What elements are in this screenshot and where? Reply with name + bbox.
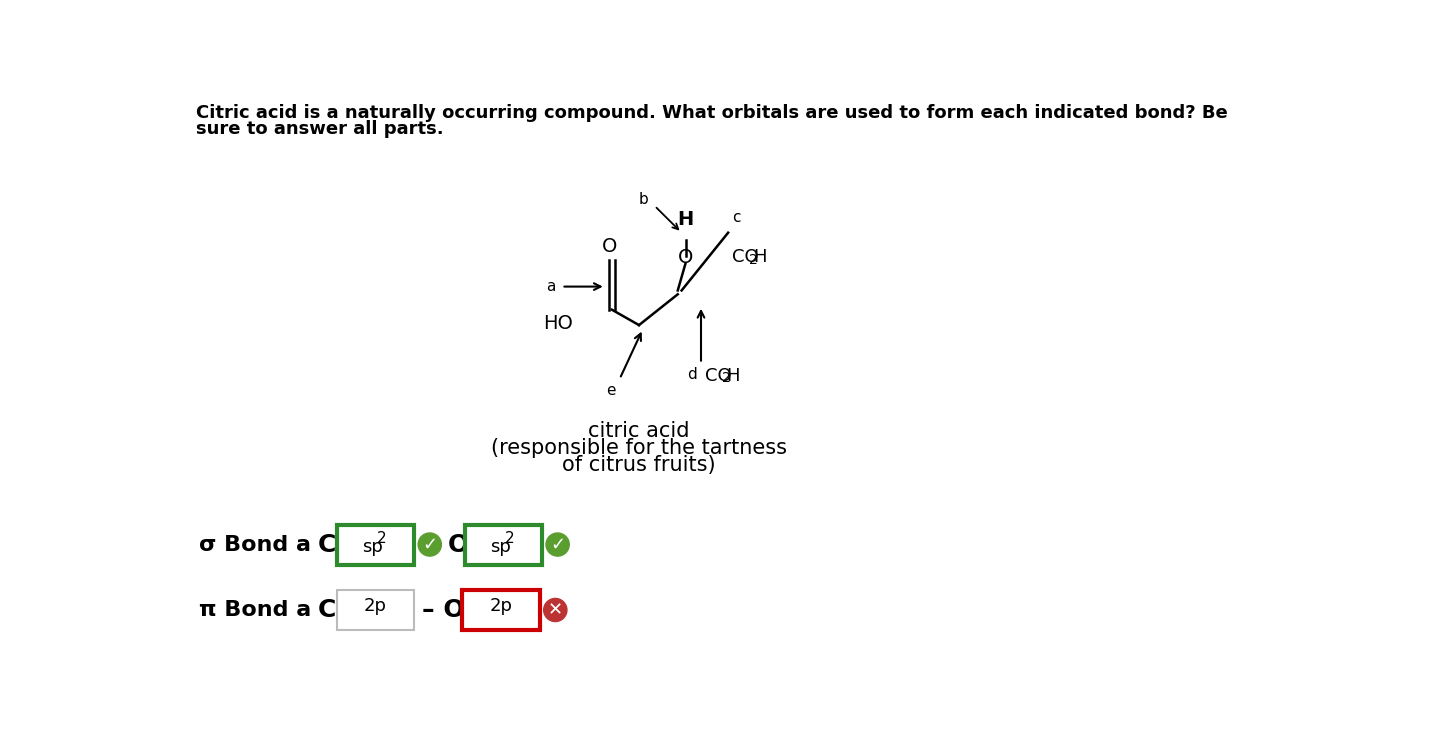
FancyBboxPatch shape: [337, 590, 414, 630]
Text: O: O: [678, 248, 694, 267]
Text: (responsible for the tartness: (responsible for the tartness: [491, 438, 787, 458]
Text: σ Bond a: σ Bond a: [199, 535, 311, 554]
Circle shape: [544, 599, 567, 622]
Text: – O: – O: [422, 598, 465, 622]
Text: e: e: [606, 383, 615, 398]
Text: a: a: [545, 279, 555, 294]
Text: 2p: 2p: [364, 597, 387, 615]
Circle shape: [547, 533, 570, 556]
Text: b: b: [638, 192, 648, 207]
Text: sp: sp: [362, 538, 382, 556]
Text: sure to answer all parts.: sure to answer all parts.: [196, 120, 443, 138]
Text: C: C: [317, 532, 336, 556]
Text: CO: CO: [731, 248, 759, 266]
Text: O: O: [602, 237, 618, 256]
Text: H: H: [727, 368, 740, 386]
Text: 2p: 2p: [490, 597, 513, 615]
Text: HO: HO: [544, 314, 573, 333]
Text: H: H: [678, 210, 694, 229]
Text: 2: 2: [377, 531, 387, 546]
Text: ✓: ✓: [422, 535, 438, 553]
Text: H: H: [753, 248, 768, 266]
Text: Citric acid is a naturally occurring compound. What orbitals are used to form ea: Citric acid is a naturally occurring com…: [196, 104, 1227, 122]
Text: O: O: [448, 532, 468, 556]
Text: 2: 2: [723, 371, 731, 384]
Text: 2: 2: [505, 531, 515, 546]
FancyBboxPatch shape: [337, 525, 414, 565]
Circle shape: [419, 533, 442, 556]
Text: d: d: [688, 368, 696, 383]
Text: sp: sp: [490, 538, 510, 556]
FancyBboxPatch shape: [465, 525, 542, 565]
FancyBboxPatch shape: [462, 590, 539, 630]
Text: π Bond a: π Bond a: [199, 600, 311, 620]
Text: citric acid: citric acid: [589, 421, 689, 441]
Text: c: c: [731, 210, 740, 225]
Text: C: C: [317, 598, 336, 622]
Text: 2: 2: [749, 253, 758, 268]
Text: ✕: ✕: [548, 601, 563, 619]
Text: of citrus fruits): of citrus fruits): [563, 455, 715, 475]
Text: CO: CO: [705, 368, 731, 386]
Text: ✓: ✓: [550, 535, 566, 553]
